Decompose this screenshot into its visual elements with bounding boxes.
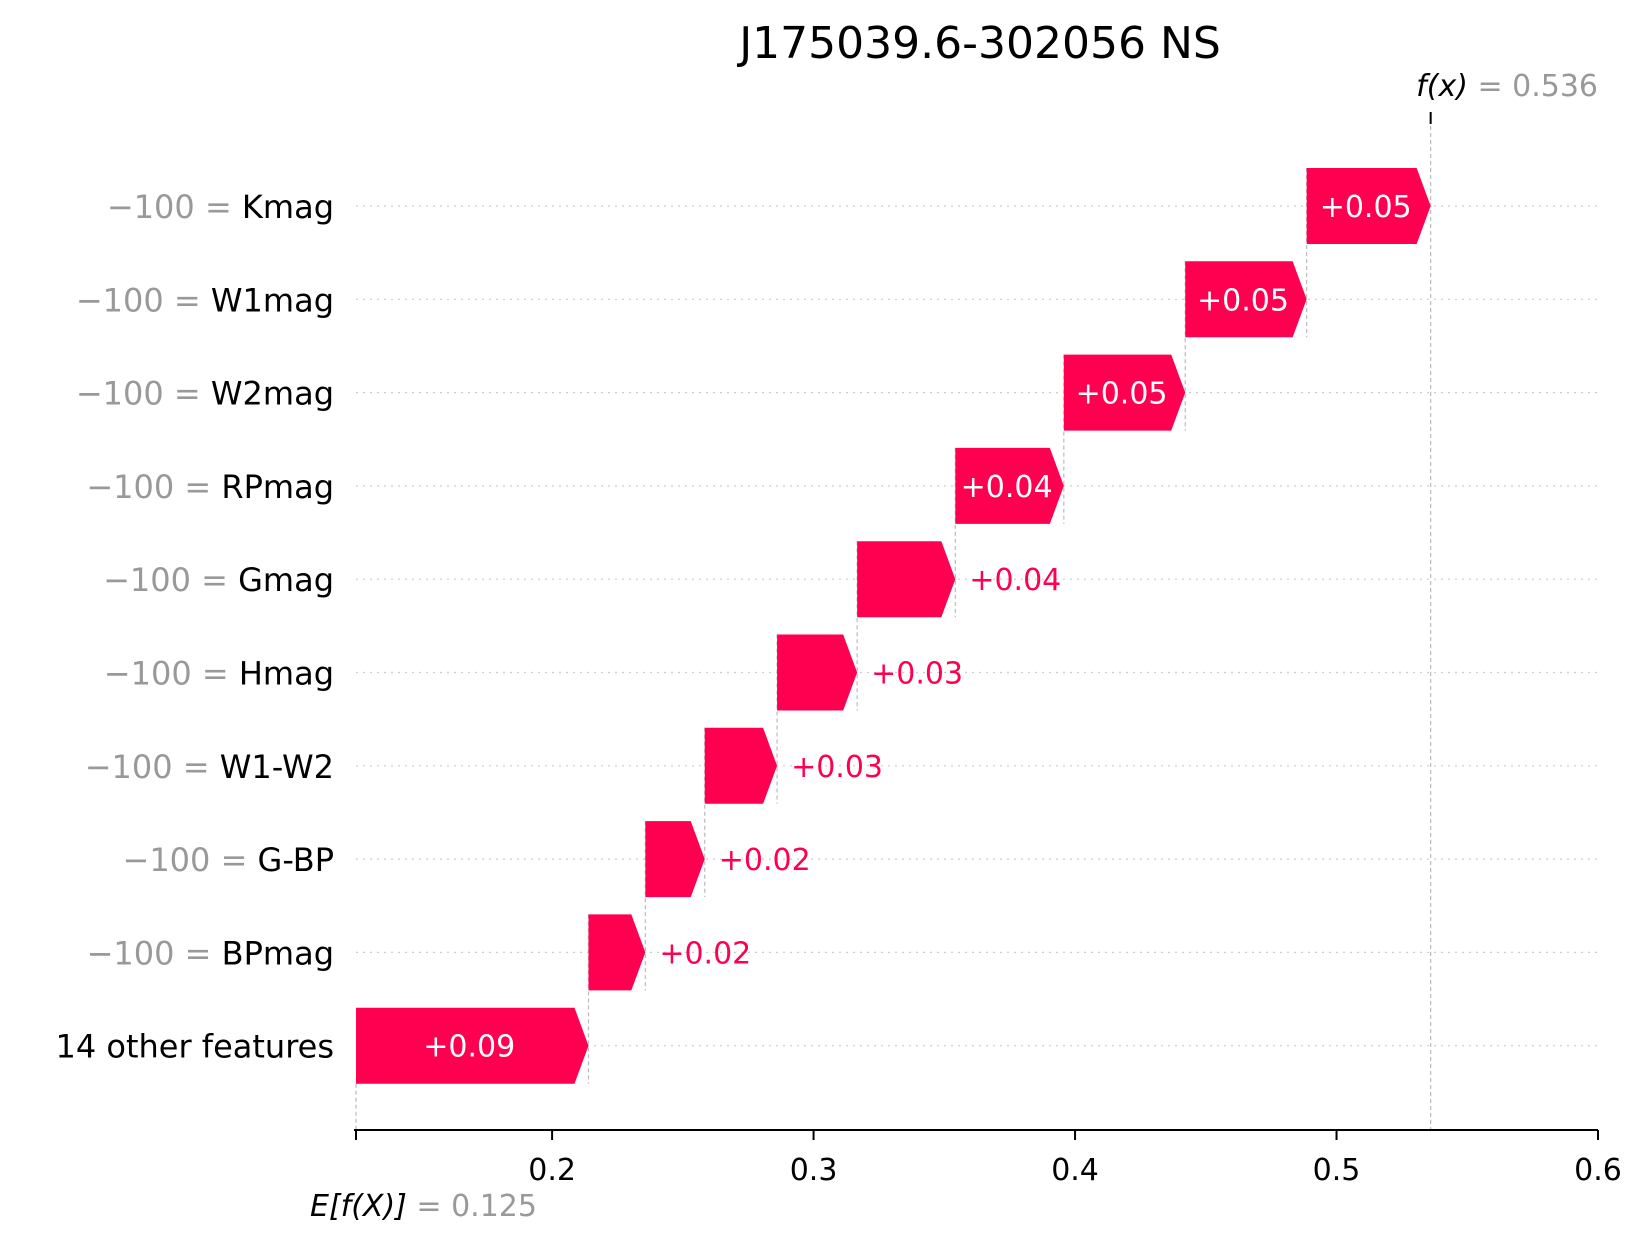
feature-value: −100 = — [123, 841, 258, 879]
feature-value: −100 = — [86, 468, 221, 506]
feature-label: −100 = Kmag — [107, 188, 334, 226]
feature-label: −100 = BPmag — [87, 934, 334, 972]
bar-value-label: +0.04 — [969, 563, 1061, 598]
bar-value-label: +0.03 — [791, 750, 883, 785]
bar-w1mag — [1185, 261, 1307, 338]
output-value-label: f(x) = 0.536 — [1416, 69, 1598, 104]
feature-label: 14 other features — [55, 1028, 334, 1066]
bar-value-label: +0.03 — [871, 657, 963, 692]
bar-hmag — [777, 634, 858, 711]
x-tick-label: 0.4 — [1051, 1153, 1099, 1188]
output-value: = 0.536 — [1477, 69, 1598, 104]
feature-value: −100 = — [76, 375, 211, 413]
bar-rpmag — [955, 447, 1064, 524]
bar-value-label: +0.09 — [423, 1030, 515, 1065]
feature-name: Kmag — [242, 188, 334, 226]
bar-value-label: +0.05 — [1076, 377, 1168, 412]
feature-label: −100 = G-BP — [123, 841, 335, 879]
bar-value-label: +0.05 — [1197, 283, 1289, 318]
output-label: f(x) — [1416, 69, 1477, 104]
feature-value: −100 = — [104, 655, 239, 693]
feature-value: −100 = — [107, 188, 242, 226]
feature-value: −100 = — [76, 281, 211, 319]
feature-name: BPmag — [222, 934, 334, 972]
bar-value-label: +0.05 — [1320, 190, 1412, 225]
feature-name: 14 other features — [55, 1028, 334, 1066]
x-tick-label: 0.2 — [528, 1153, 576, 1188]
bar-g-bp — [645, 821, 705, 898]
feature-label: −100 = W2mag — [76, 375, 334, 413]
x-tick-label: 0.6 — [1574, 1153, 1622, 1188]
feature-value: −100 = — [87, 934, 222, 972]
bar-value-label: +0.02 — [659, 936, 751, 971]
base-value-label: E[f(X)] = 0.125 — [310, 1189, 537, 1224]
feature-name: W2mag — [211, 375, 334, 413]
feature-name: G-BP — [258, 841, 334, 879]
feature-name: Hmag — [239, 655, 334, 693]
feature-name: W1-W2 — [220, 748, 334, 786]
base-label: E[f(X)] — [310, 1189, 416, 1224]
base-value: = 0.125 — [416, 1189, 537, 1224]
feature-label: −100 = Hmag — [104, 655, 334, 693]
bar-gmag — [857, 541, 956, 618]
x-tick-label: 0.5 — [1313, 1153, 1361, 1188]
feature-value: −100 = — [85, 748, 220, 786]
bar-w1-w2 — [704, 727, 778, 804]
feature-value: −100 = — [103, 561, 238, 599]
feature-name: Gmag — [238, 561, 334, 599]
x-tick-label: 0.3 — [790, 1153, 838, 1188]
bar-value-label: +0.04 — [961, 470, 1053, 505]
bar-kmag — [1306, 168, 1431, 244]
feature-label: −100 = RPmag — [86, 468, 334, 506]
feature-name: W1mag — [211, 281, 334, 319]
feature-name: RPmag — [221, 468, 334, 506]
bar-w2mag — [1063, 354, 1186, 431]
bar-bpmag — [588, 914, 646, 991]
bar-14-other-features — [356, 1007, 589, 1084]
bar-value-label: +0.02 — [719, 843, 811, 878]
feature-label: −100 = W1mag — [76, 281, 334, 319]
chart-title: J175039.6-302056 NS — [736, 18, 1221, 69]
feature-label: −100 = W1-W2 — [85, 748, 334, 786]
feature-label: −100 = Gmag — [103, 561, 334, 599]
